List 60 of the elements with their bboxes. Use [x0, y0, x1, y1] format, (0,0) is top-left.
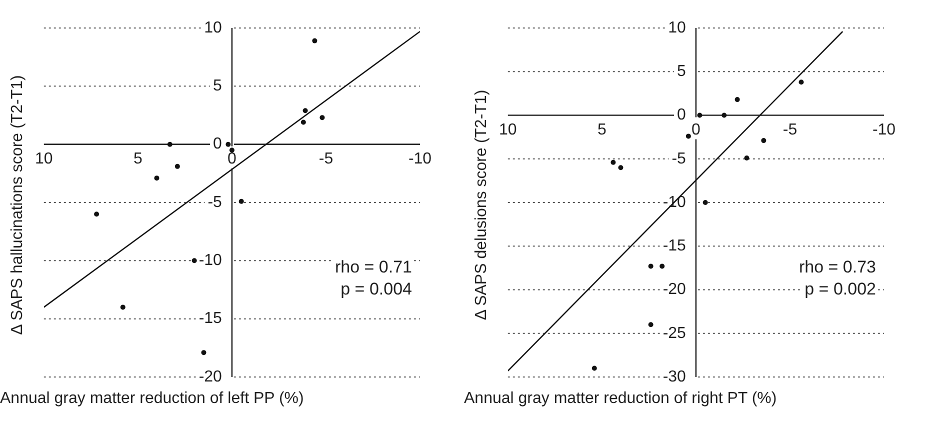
- point: [120, 304, 126, 310]
- point: [302, 108, 308, 114]
- annotation: rho = 0.71: [334, 257, 412, 276]
- point: [744, 156, 750, 161]
- point: [722, 112, 727, 118]
- point: [697, 112, 702, 118]
- y-tick-label: -30: [662, 368, 686, 386]
- x-tick-label: 0: [691, 121, 700, 138]
- x-tick-label: -10: [408, 150, 432, 168]
- y-tick-label: 10: [204, 19, 222, 36]
- point: [702, 200, 708, 205]
- annotation: rho = 0.73: [798, 257, 876, 276]
- y-tick-label: 5: [677, 63, 686, 80]
- y-axis-title: Δ SAPS delusions score (T2-T1): [473, 90, 491, 320]
- y-axis-title: Δ SAPS hallucinations score (T2-T1): [9, 75, 27, 335]
- y-tick-label: -20: [198, 368, 222, 386]
- x-tick-label: 0: [227, 150, 236, 168]
- point: [734, 97, 740, 102]
- y-tick-label: -15: [662, 238, 686, 255]
- y-tick-label: -20: [662, 281, 686, 298]
- point: [312, 38, 318, 44]
- point: [94, 212, 100, 217]
- x-tick-label: -5: [318, 150, 334, 168]
- point: [648, 322, 654, 328]
- point: [154, 176, 160, 181]
- point: [300, 120, 306, 125]
- point: [610, 160, 616, 165]
- x-tick-label: 5: [597, 121, 606, 138]
- point: [660, 264, 665, 269]
- point: [686, 134, 691, 139]
- point: [761, 138, 766, 144]
- y-tick-label: 5: [213, 78, 222, 95]
- x-tick-label: 10: [35, 150, 53, 168]
- point: [320, 115, 325, 120]
- point: [648, 264, 654, 269]
- point: [192, 258, 197, 264]
- point: [226, 142, 231, 147]
- x-tick-label: -5: [782, 121, 798, 138]
- point: [229, 148, 234, 153]
- y-tick-label: 0: [213, 136, 222, 153]
- y-tick-label: -10: [198, 252, 222, 270]
- x-tick-label: 5: [133, 150, 142, 168]
- point: [618, 165, 624, 170]
- x-axis-title: Annual gray matter reduction of left PP (%): [0, 390, 305, 408]
- x-tick-label: -10: [872, 121, 896, 138]
- annotation: p = 0.002: [804, 279, 876, 298]
- point: [798, 80, 804, 85]
- x-tick-label: 10: [499, 121, 517, 138]
- y-tick-label: -5: [208, 194, 222, 211]
- point: [201, 350, 206, 356]
- point: [174, 164, 180, 169]
- y-tick-label: -25: [662, 324, 686, 342]
- x-axis-title: Annual gray matter reduction of right PT (%): [464, 390, 778, 408]
- y-tick-label: -15: [198, 310, 222, 328]
- point: [238, 198, 244, 204]
- point: [592, 366, 597, 371]
- y-tick-label: 10: [668, 19, 686, 36]
- point: [167, 142, 172, 147]
- annotation: p = 0.004: [340, 279, 412, 298]
- y-tick-label: 0: [677, 106, 686, 124]
